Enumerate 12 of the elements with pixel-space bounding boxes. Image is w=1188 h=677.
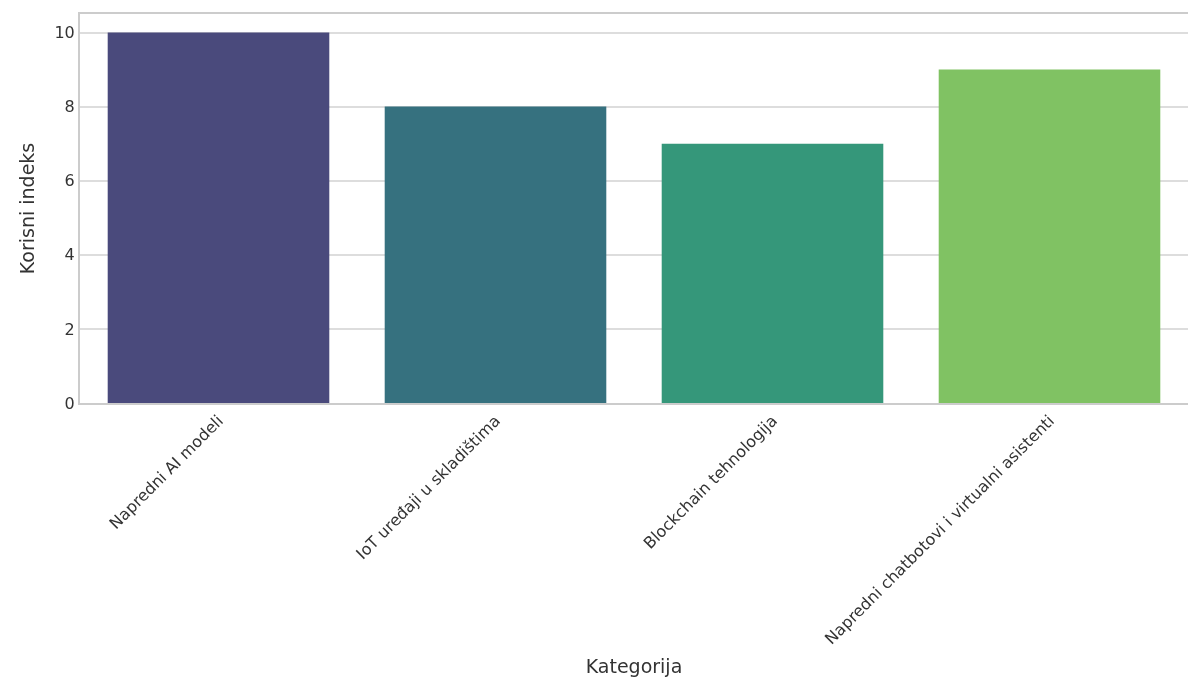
bar bbox=[938, 69, 1161, 403]
y-tick-label: 8 bbox=[64, 97, 75, 117]
x-axis-title: Kategorija bbox=[585, 655, 683, 677]
y-tick-label: 0 bbox=[64, 393, 75, 413]
y-tick-label: 10 bbox=[54, 23, 75, 43]
y-tick-label: 2 bbox=[64, 319, 75, 339]
bar bbox=[107, 32, 330, 403]
y-axis-title: Korisni indeks bbox=[15, 142, 38, 275]
y-tick-label: 6 bbox=[64, 171, 75, 191]
bar bbox=[661, 143, 884, 403]
y-tick-label: 4 bbox=[64, 245, 75, 265]
bar bbox=[384, 106, 607, 403]
